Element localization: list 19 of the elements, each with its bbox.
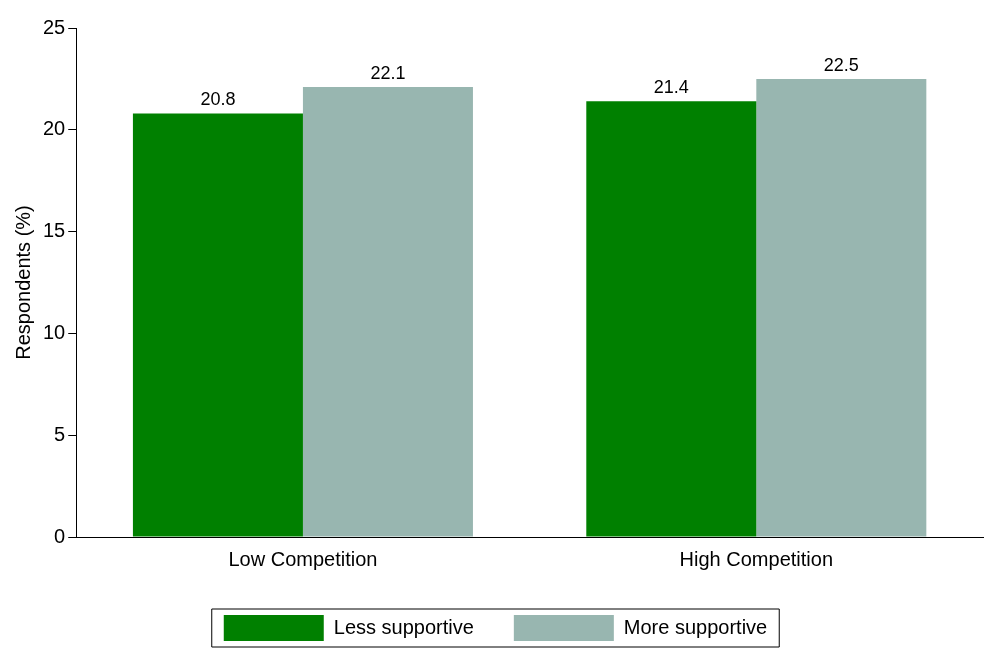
x-tick-label: High Competition — [679, 547, 834, 570]
y-tick-label: 20 — [43, 117, 66, 140]
y-axis-title: Respondents (%) — [11, 205, 34, 360]
data-label: 20.8 — [200, 89, 236, 110]
legend-label: Less supportive — [333, 615, 474, 638]
bar — [302, 87, 473, 537]
y-tick-label: 10 — [43, 320, 66, 343]
data-label: 22.5 — [823, 54, 859, 75]
y-tick-label: 5 — [54, 422, 66, 445]
y-tick-label: 15 — [43, 219, 66, 242]
data-label: 21.4 — [653, 77, 689, 98]
bar — [132, 113, 303, 537]
bar — [756, 78, 927, 537]
data-label: 22.1 — [370, 63, 406, 84]
x-tick-label: Low Competition — [228, 547, 378, 570]
y-tick-label: 0 — [54, 524, 66, 547]
legend-label: More supportive — [623, 615, 768, 638]
y-tick-label: 25 — [43, 15, 66, 38]
bar — [586, 101, 757, 537]
